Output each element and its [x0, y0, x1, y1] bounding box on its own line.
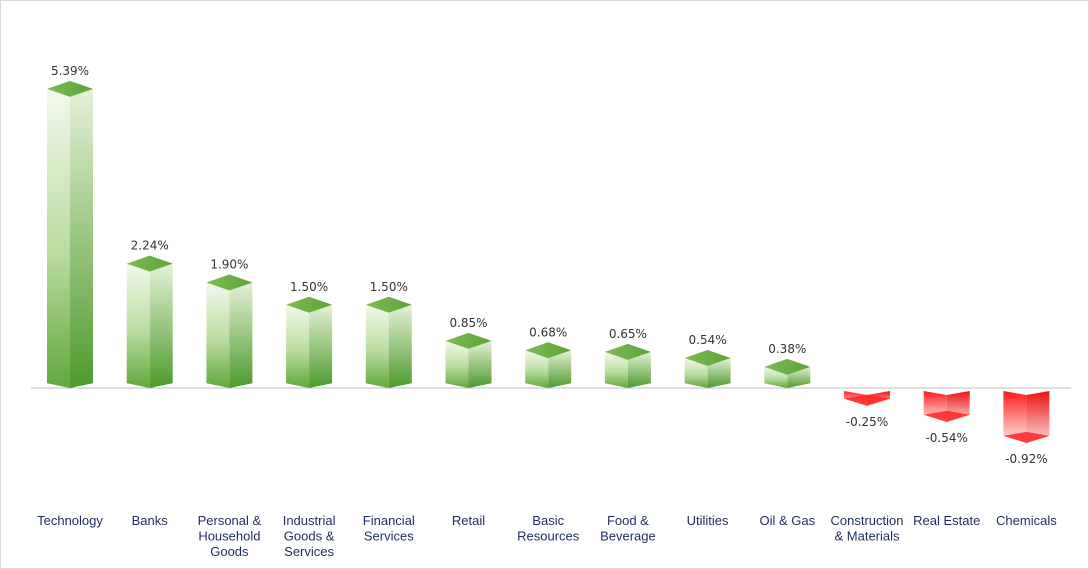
value-label-utilities: 0.54%: [689, 333, 727, 347]
bar-face-left: [126, 263, 150, 388]
bar-utilities: [684, 350, 731, 388]
bar-top: [47, 80, 93, 97]
bar-face-left: [1003, 391, 1027, 444]
category-label-industrial-goods-and-services: Industrial Goods & Services: [283, 513, 336, 559]
bar-top: [525, 342, 572, 359]
bar-face-left: [286, 304, 310, 388]
bar-top: [684, 350, 731, 367]
bar-bottom: [923, 410, 970, 422]
bar-financial-services: [365, 296, 412, 388]
category-label-real-estate: Real Estate: [913, 513, 980, 528]
value-label-banks: 2.24%: [131, 239, 169, 253]
category-label-utilities: Utilities: [687, 513, 729, 528]
bar-technology: [47, 80, 93, 388]
bar-bottom: [844, 394, 890, 406]
bar-basic-resources: [525, 342, 572, 388]
bar-construction-and-materials: [844, 391, 890, 406]
category-label-oil-and-gas: Oil & Gas: [759, 513, 815, 528]
bar-face-right: [548, 350, 572, 388]
bar-face-right: [707, 358, 731, 388]
category-label-personal-and-household-goods: Personal & Household Goods: [198, 513, 262, 559]
value-label-oil-and-gas: 0.38%: [768, 342, 806, 356]
bar-face-right: [70, 88, 93, 388]
bar-face-left: [684, 358, 708, 388]
bar-face-right: [388, 304, 412, 388]
bar-face-right: [1026, 391, 1050, 444]
bar-top: [445, 332, 492, 349]
category-label-financial-services: Financial Services: [363, 513, 415, 544]
bar-face-right: [787, 366, 811, 388]
bar-face-left: [206, 282, 230, 388]
category-label-chemicals: Chemicals: [996, 513, 1057, 528]
category-label-construction-and-materials: Construction & Materials: [831, 513, 904, 544]
value-label-industrial-goods-and-services: 1.50%: [290, 280, 328, 294]
bar-personal-and-household-goods: [206, 274, 253, 388]
bar-face-right: [229, 282, 253, 388]
value-label-retail: 0.85%: [449, 316, 487, 330]
value-labels-group: 5.39% 2.24% 1.90% 1.50% 1.50% 0.85% 0.68% 0.65%…: [51, 64, 1048, 466]
bar-face-left: [604, 351, 628, 388]
value-label-chemicals: -0.92%: [1005, 452, 1047, 466]
bar-face-right: [309, 304, 333, 388]
bar-oil-and-gas: [764, 358, 811, 388]
bar-top: [604, 343, 651, 360]
value-label-construction-and-materials: -0.25%: [846, 415, 888, 429]
bar-face-right: [627, 351, 651, 388]
category-label-technology: Technology: [37, 513, 103, 528]
category-label-food-and-beverage: Food & Beverage: [600, 513, 656, 544]
category-label-retail: Retail: [452, 513, 485, 528]
value-label-real-estate: -0.54%: [925, 431, 967, 445]
bar-face-left: [525, 350, 549, 388]
bar-top: [365, 296, 412, 313]
bars-group: [47, 80, 1050, 444]
bar-banks: [126, 255, 173, 388]
category-labels-group: Technology Banks Personal & Household Goods I…: [37, 513, 1057, 559]
bar-face-right: [468, 340, 492, 388]
bar-retail: [445, 332, 492, 388]
category-label-basic-resources: Basic Resources: [517, 513, 580, 544]
value-label-food-and-beverage: 0.65%: [609, 327, 647, 341]
value-label-basic-resources: 0.68%: [529, 325, 567, 339]
value-label-personal-and-household-goods: 1.90%: [210, 258, 248, 272]
bar-top: [206, 274, 253, 291]
value-label-financial-services: 1.50%: [370, 280, 408, 294]
bar-face-left: [47, 88, 70, 388]
bar-top: [764, 358, 811, 375]
bar-face-right: [149, 263, 173, 388]
bar-top: [286, 296, 333, 313]
bar-real-estate: [923, 391, 970, 422]
bar-face-left: [445, 340, 469, 388]
bar-top: [126, 255, 173, 272]
bar-industrial-goods-and-services: [286, 296, 333, 388]
value-label-technology: 5.39%: [51, 64, 89, 78]
bar-chemicals: [1003, 391, 1050, 444]
bar-food-and-beverage: [604, 343, 651, 388]
bar-face-left: [764, 366, 788, 388]
bar-bottom: [1003, 431, 1050, 444]
category-label-banks: Banks: [132, 513, 169, 528]
bar-face-left: [365, 304, 389, 388]
